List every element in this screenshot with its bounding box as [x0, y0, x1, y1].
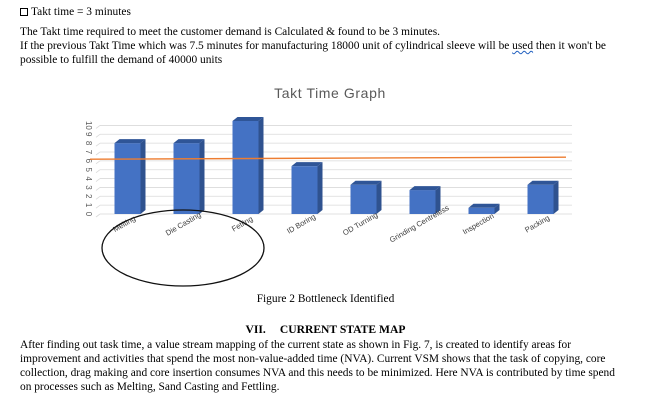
y-tick-label: 3: [84, 185, 93, 190]
body-paragraph: After finding out task time, a value str…: [20, 338, 634, 394]
body-line: After finding out task time, a value str…: [20, 339, 572, 351]
bar: [350, 180, 382, 214]
bar-side: [199, 139, 205, 214]
y-tick-label: 0: [84, 212, 93, 217]
y-tick-label: 7: [84, 150, 93, 155]
bar: [173, 139, 205, 214]
y-tick-label: 9: [84, 132, 93, 137]
y-tick-label: 5: [84, 167, 93, 172]
gridline-perspective: [95, 204, 101, 209]
bar: [409, 186, 441, 214]
bar-top: [468, 203, 500, 208]
bar-front: [350, 184, 377, 214]
bar-front: [468, 207, 495, 214]
x-category-label: Packing: [523, 213, 551, 234]
bar-top: [114, 139, 146, 144]
previous-takt-line: If the previous Takt Time which was 7.5 …: [20, 40, 606, 52]
checkbox-bullet-icon: [20, 8, 28, 16]
gridline-perspective: [95, 133, 101, 138]
bar-side: [553, 180, 559, 214]
bar-side: [376, 180, 382, 214]
previous-takt-line-2: possible to fulfill the demand of 40000 …: [20, 54, 223, 66]
bar-front: [527, 184, 554, 214]
gridline-perspective: [95, 160, 101, 165]
bar-top: [173, 139, 205, 144]
bottleneck-highlight-ellipse: [101, 209, 265, 287]
gridline-perspective: [95, 195, 101, 200]
y-tick-label: 1: [84, 203, 93, 208]
bar-series: [114, 117, 559, 214]
bar: [291, 162, 323, 214]
gridline-perspective: [95, 178, 101, 182]
figure-caption: Figure 2 Bottleneck Identified: [256, 293, 395, 305]
bar-side: [258, 117, 264, 214]
x-category-label: Melting: [111, 214, 137, 234]
bar-front: [291, 166, 318, 214]
bar-front: [173, 143, 200, 214]
x-category-label: Fetling: [230, 214, 254, 233]
gridline-perspective: [95, 187, 101, 191]
bar-side: [435, 186, 441, 214]
y-axis-ticks: 0 1 2 3 4 5 6 7 8 9 10: [84, 121, 93, 217]
bar: [527, 180, 559, 214]
bar: [468, 203, 500, 214]
gridline-perspective: [95, 169, 101, 174]
bar-top: [291, 162, 323, 167]
takt-time-line: Takt time = 3 minutes: [20, 6, 131, 19]
bar-top: [527, 180, 559, 185]
body-line: collection, drag making and core inserti…: [20, 367, 615, 379]
x-category-label: Inspection: [461, 211, 495, 236]
bar-top: [409, 186, 441, 191]
bar-front: [114, 143, 141, 214]
body-line: improvement and activities that spend th…: [20, 353, 606, 365]
spelling-flag-word: used: [512, 40, 534, 52]
bar-side: [494, 203, 500, 214]
bar-side: [140, 139, 146, 214]
bar: [114, 139, 146, 214]
bar-side: [317, 162, 323, 214]
takt-reference-line: [89, 156, 567, 160]
gridline-perspective: [95, 125, 101, 129]
gridline-perspective: [95, 151, 101, 156]
x-category-label: ID Boring: [285, 212, 317, 236]
section-number: VII.: [245, 323, 266, 336]
body-line: on processes such as Melting, Sand Casti…: [20, 381, 280, 393]
bar-front: [232, 121, 259, 214]
y-tick-label: 4: [84, 176, 93, 181]
section-heading: VII. CURRENT STATE MAP: [0, 323, 651, 336]
y-tick-label: 8: [84, 141, 93, 146]
chart-title: Takt Time Graph: [274, 85, 386, 101]
bar-top: [350, 180, 382, 185]
bar: [232, 117, 264, 214]
gridline-perspective: [95, 142, 101, 147]
section-title: CURRENT STATE MAP: [279, 323, 406, 336]
y-tick-label: 2: [84, 194, 93, 199]
y-tick-label: 10: [84, 121, 93, 130]
y-tick-label: 6: [84, 159, 93, 164]
gridline-perspective: [95, 213, 101, 218]
takt-result-line: The Takt time required to meet the custo…: [20, 26, 441, 38]
bar-top: [232, 117, 264, 121]
bar-front: [409, 190, 436, 214]
chart-grid: [95, 125, 572, 218]
